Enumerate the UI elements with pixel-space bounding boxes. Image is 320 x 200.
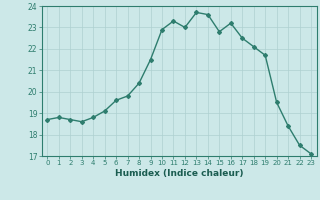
X-axis label: Humidex (Indice chaleur): Humidex (Indice chaleur) [115,169,244,178]
